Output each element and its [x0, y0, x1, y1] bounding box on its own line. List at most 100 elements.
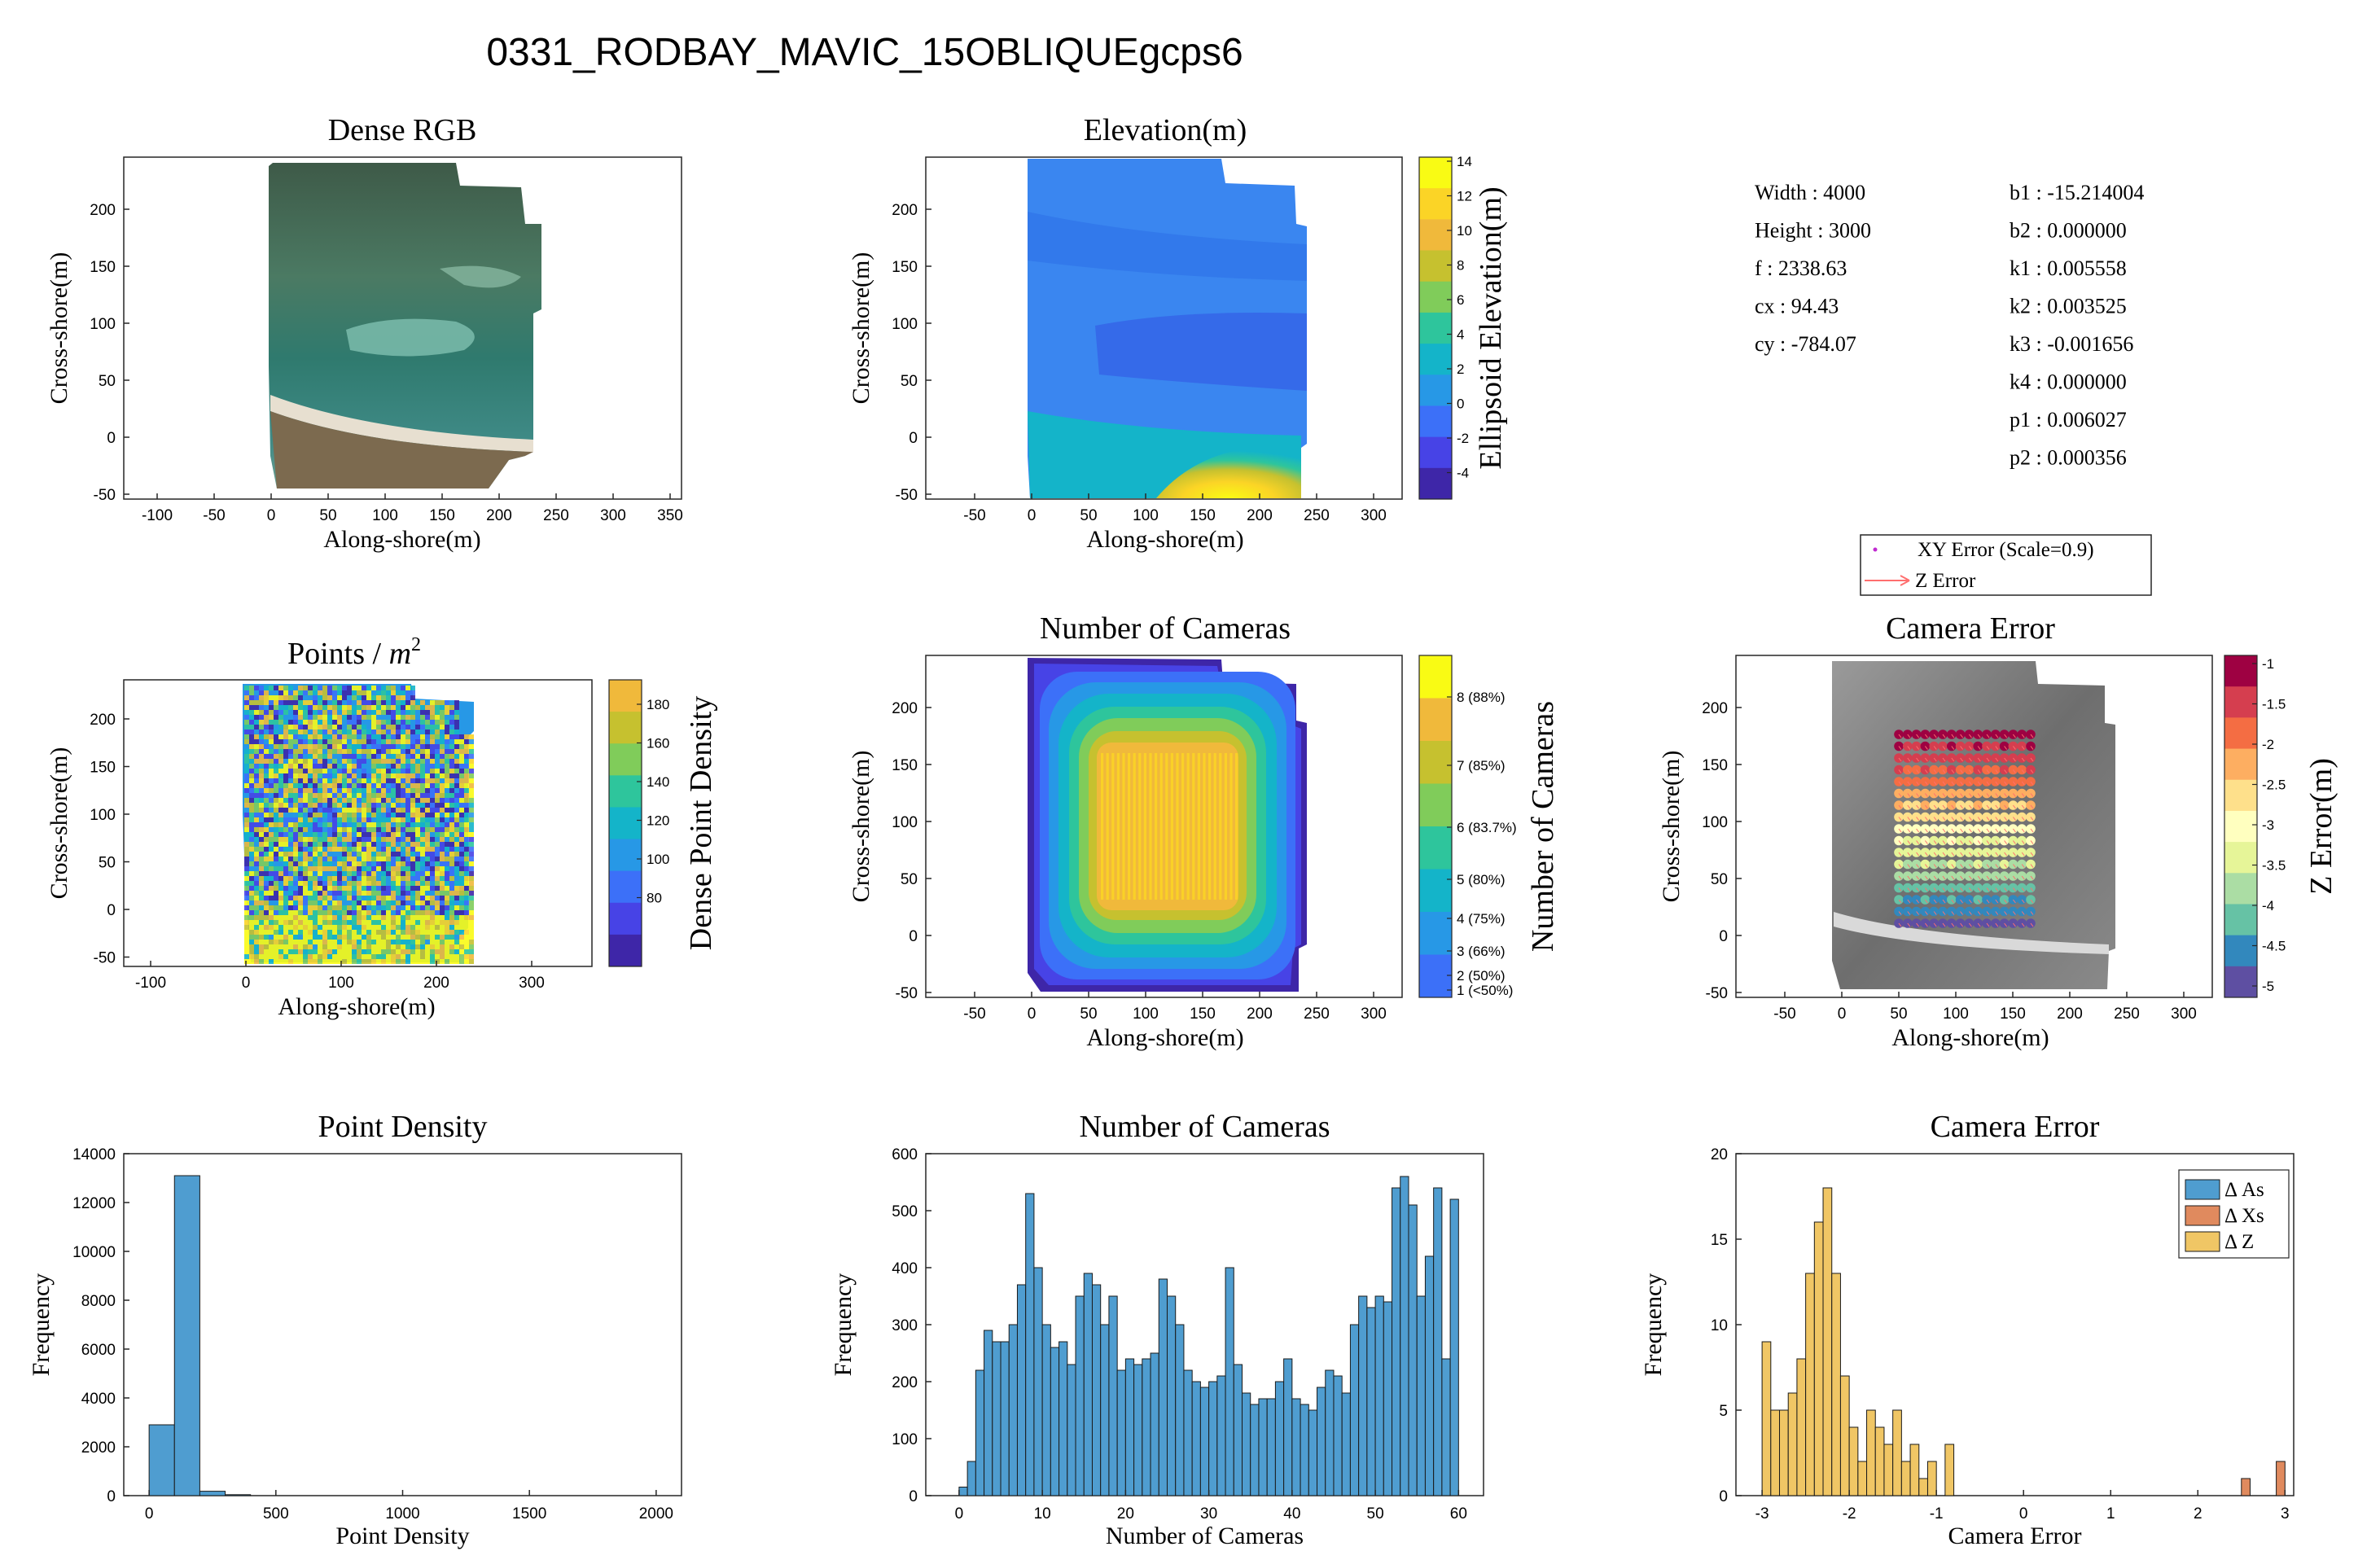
panel-title: Number of Cameras	[1040, 611, 1291, 646]
density-cell	[254, 866, 259, 871]
density-cell	[308, 842, 313, 847]
density-cell	[249, 827, 254, 832]
density-cell	[440, 876, 445, 881]
density-cell	[362, 695, 366, 700]
density-cell	[352, 808, 357, 813]
density-cell	[405, 798, 410, 803]
density-cell	[401, 900, 405, 905]
density-cell	[449, 798, 454, 803]
density-cell	[440, 949, 445, 954]
density-cell	[308, 905, 313, 910]
density-cell	[401, 783, 405, 788]
density-cell	[391, 734, 396, 739]
density-cell	[303, 729, 308, 734]
density-cell	[357, 803, 362, 808]
density-cell	[396, 832, 401, 837]
z-error-vector	[2012, 864, 2016, 868]
density-cell	[322, 915, 327, 920]
density-cell	[420, 842, 425, 847]
density-cell	[283, 905, 288, 910]
y-tick-label: 200	[892, 700, 918, 717]
density-cell	[249, 725, 254, 729]
density-cell	[362, 905, 366, 910]
density-cell	[449, 866, 454, 871]
density-cell	[425, 876, 430, 881]
density-cell	[249, 803, 254, 808]
density-cell	[298, 788, 303, 793]
density-cell	[274, 935, 278, 940]
density-cell	[376, 876, 381, 881]
density-cell	[454, 925, 459, 930]
density-cell	[391, 710, 396, 715]
density-cell	[347, 715, 352, 720]
histogram-bar	[1142, 1358, 1151, 1496]
density-cell	[274, 720, 278, 725]
density-cell	[313, 725, 318, 729]
density-cell	[425, 715, 430, 720]
density-cell	[264, 871, 269, 876]
density-cell	[396, 734, 401, 739]
density-cell	[259, 861, 264, 866]
density-cell	[401, 734, 405, 739]
density-cell	[264, 729, 269, 734]
density-cell	[313, 935, 318, 940]
x-tick-label: 50	[1080, 507, 1097, 524]
density-cell	[293, 778, 298, 783]
z-error-vector	[2021, 769, 2025, 773]
density-cell	[415, 891, 420, 896]
density-cell	[347, 769, 352, 773]
density-cell	[410, 915, 415, 920]
density-cell	[371, 886, 376, 891]
colorbar-segment	[1419, 954, 1452, 998]
density-cell	[288, 847, 293, 852]
histogram-bar	[1059, 1341, 1068, 1496]
density-cell	[440, 729, 445, 734]
density-cell	[459, 905, 464, 910]
density-cell	[327, 925, 332, 930]
colorbar-tick-label: 160	[647, 736, 669, 751]
density-cell	[435, 857, 440, 861]
z-error-vector	[1907, 852, 1911, 857]
density-cell	[445, 793, 449, 798]
density-cell	[308, 910, 313, 915]
density-cell	[459, 910, 464, 915]
x-tick-label: 100	[1133, 507, 1159, 524]
density-cell	[405, 920, 410, 925]
density-cell	[425, 793, 430, 798]
density-cell	[308, 808, 313, 813]
density-cell	[420, 788, 425, 793]
z-error-vector	[2030, 875, 2034, 880]
z-error-vector	[2021, 746, 2025, 750]
density-cell	[420, 837, 425, 842]
density-cell	[420, 739, 425, 744]
density-cell	[264, 930, 269, 935]
colorbar-tick-label: 0	[1457, 397, 1464, 412]
density-cell	[313, 930, 318, 935]
density-cell	[264, 793, 269, 798]
density-cell	[308, 822, 313, 827]
density-cell	[318, 769, 322, 773]
density-cell	[357, 744, 362, 749]
density-cell	[396, 857, 401, 861]
density-cell	[283, 778, 288, 783]
z-error-vector	[1898, 804, 1902, 809]
density-cell	[440, 905, 445, 910]
z-error-vector	[1907, 864, 1911, 868]
density-cell	[337, 954, 342, 959]
density-cell	[283, 954, 288, 959]
x-tick-label: 10	[1034, 1505, 1051, 1523]
density-cell	[425, 729, 430, 734]
density-cell	[376, 949, 381, 954]
density-cell	[303, 749, 308, 754]
density-cell	[249, 910, 254, 915]
density-cell	[293, 940, 298, 944]
density-cell	[459, 813, 464, 817]
density-cell	[405, 915, 410, 920]
density-cell	[318, 715, 322, 720]
density-cell	[322, 896, 327, 900]
density-cell	[366, 940, 371, 944]
density-cell	[415, 940, 420, 944]
density-cell	[259, 842, 264, 847]
z-error-vector	[1916, 828, 1920, 833]
